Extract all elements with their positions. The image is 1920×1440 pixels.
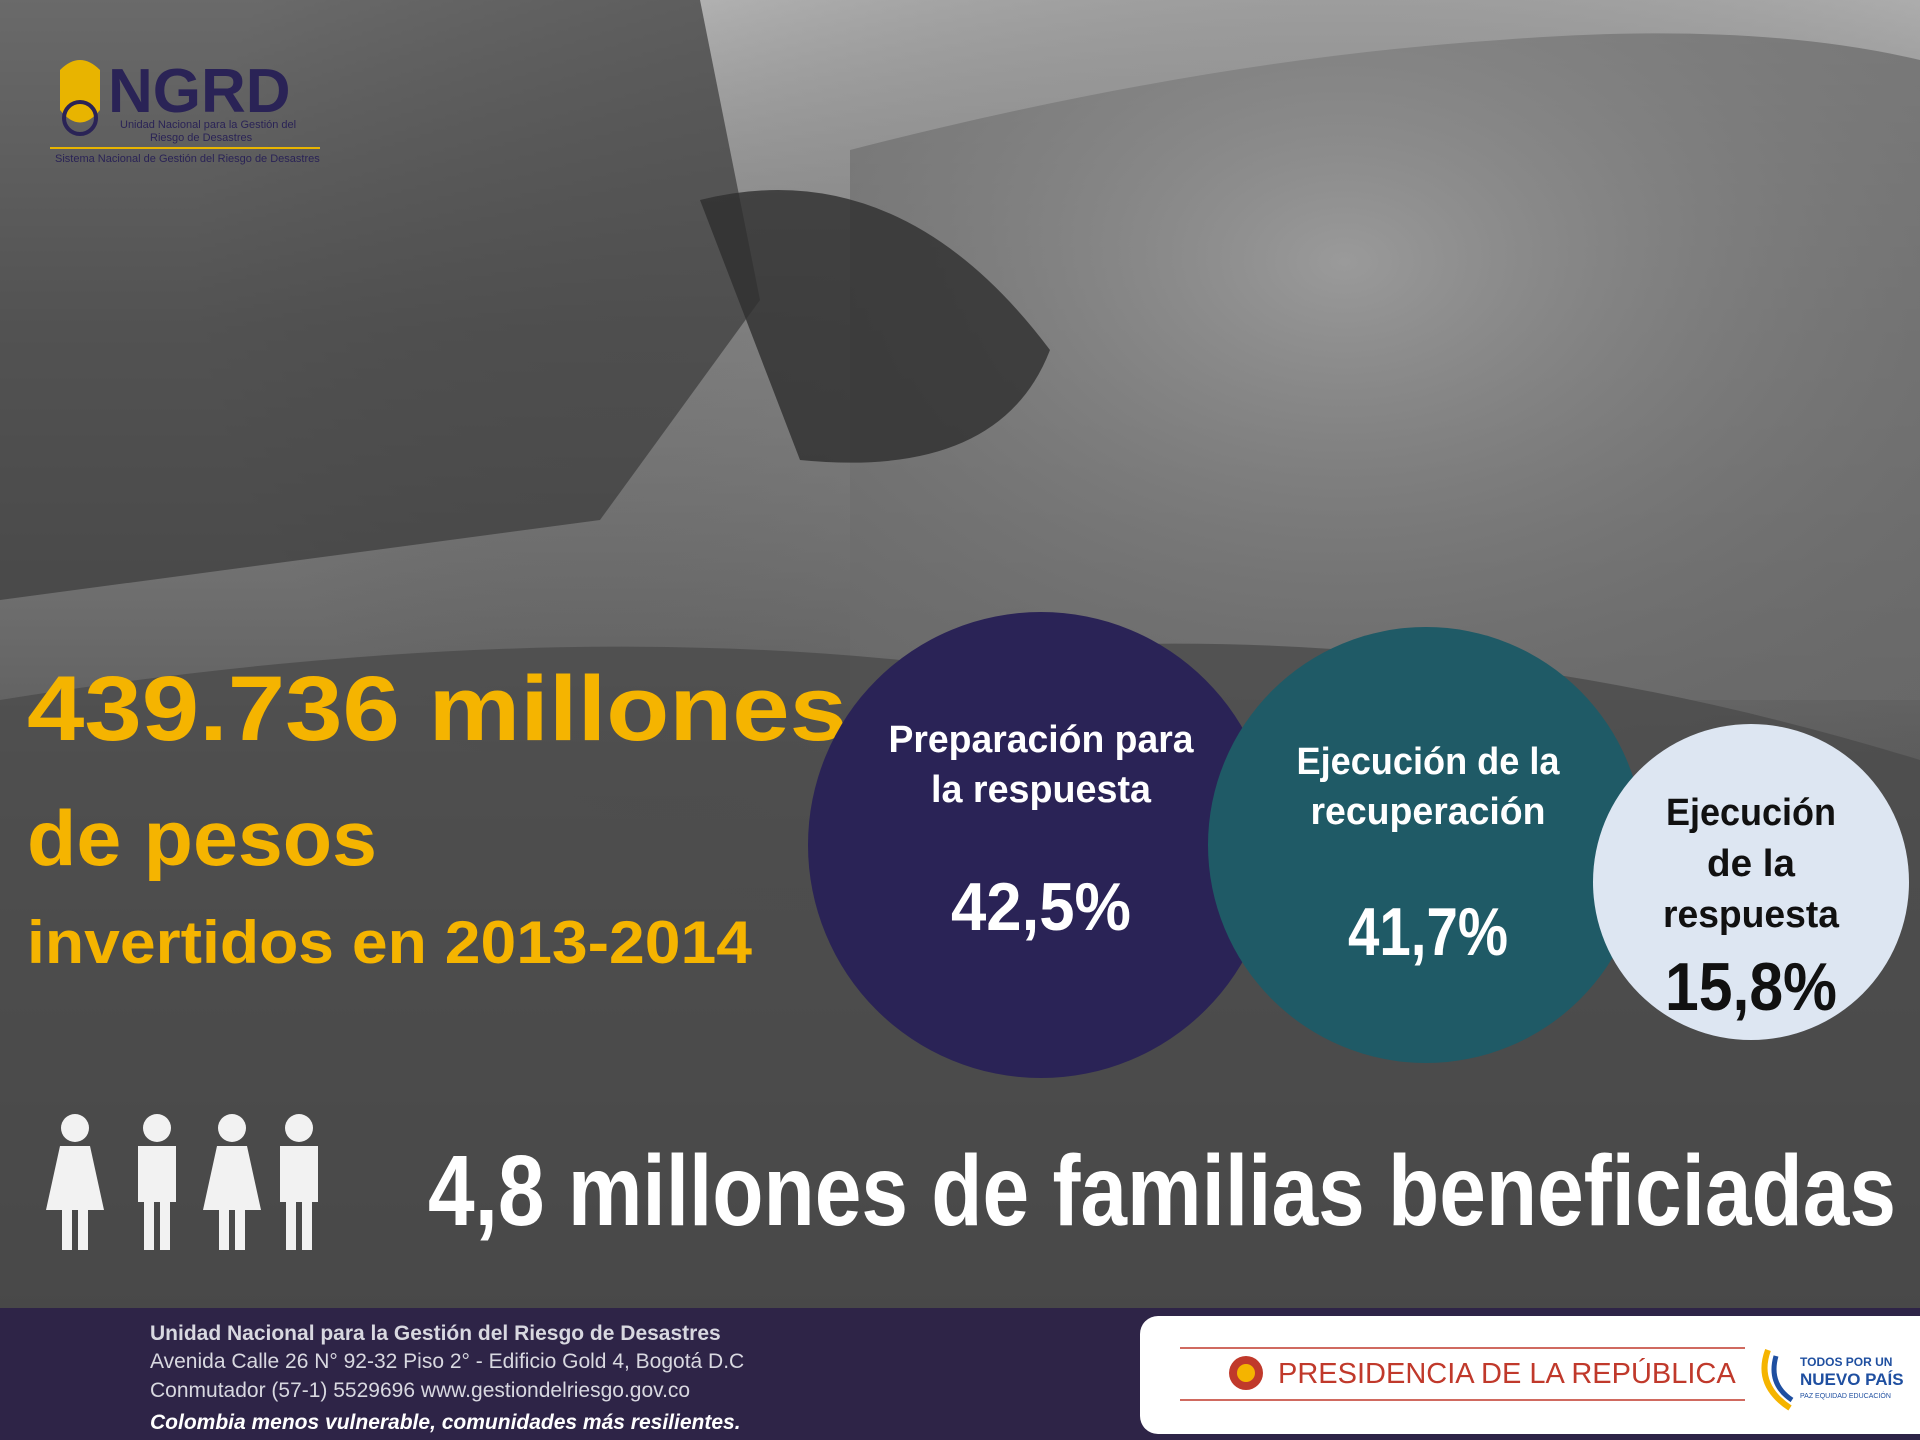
logo-system: Sistema Nacional de Gestión del Riesgo d… — [55, 153, 320, 165]
segment-label: respuesta — [1663, 894, 1840, 936]
ngrd-logo: NGRD Unidad Nacional para la Gestión del… — [50, 57, 320, 165]
campaign-text: TODOS POR UN — [1800, 1355, 1892, 1369]
headline-amount: 439.736 millones — [27, 658, 847, 760]
footer-line: Avenida Calle 26 N° 92-32 Piso 2° - Edif… — [150, 1350, 744, 1373]
segment-label: la respuesta — [931, 769, 1152, 811]
segment-circles: Preparación para la respuesta 42,5% Ejec… — [808, 612, 1909, 1078]
headline-unit: de pesos — [27, 794, 377, 882]
footer-slogan: Colombia menos vulnerable, comunidades m… — [150, 1411, 741, 1434]
families-text: 4,8 millones de familias beneficiadas — [428, 1135, 1896, 1247]
footer: Unidad Nacional para la Gestión del Ries… — [0, 1308, 1920, 1440]
headline: 439.736 millones de pesos invertidos en … — [27, 658, 847, 976]
segment-label: Ejecución de la — [1297, 741, 1561, 783]
logo-text: NGRD — [108, 57, 291, 126]
segment-label: Ejecución — [1666, 792, 1836, 834]
logo-subtitle: Riesgo de Desastres — [150, 132, 253, 144]
headline-period: invertidos en 2013-2014 — [27, 909, 753, 976]
segment-circle — [1208, 627, 1644, 1063]
campaign-text: NUEVO PAÍS — [1800, 1370, 1904, 1389]
footer-line: Unidad Nacional para la Gestión del Ries… — [150, 1322, 721, 1345]
segment-value: 42,5% — [951, 869, 1131, 945]
people-icons — [46, 1114, 318, 1250]
segment-circle — [1593, 724, 1909, 1040]
segment-label: Preparación para — [889, 719, 1195, 761]
campaign-tag: PAZ EQUIDAD EDUCACIÓN — [1800, 1391, 1891, 1400]
presidency-text: PRESIDENCIA DE LA REPÚBLICA — [1278, 1357, 1736, 1390]
segment-value: 41,7% — [1348, 894, 1508, 970]
segment-label: recuperación — [1311, 791, 1546, 833]
segment-value: 15,8% — [1665, 949, 1837, 1025]
logo-subtitle: Unidad Nacional para la Gestión del — [120, 119, 296, 131]
segment-label: de la — [1707, 843, 1796, 885]
footer-line: Conmutador (57-1) 5529696 www.gestiondel… — [150, 1379, 690, 1402]
segment-circle — [808, 612, 1274, 1078]
